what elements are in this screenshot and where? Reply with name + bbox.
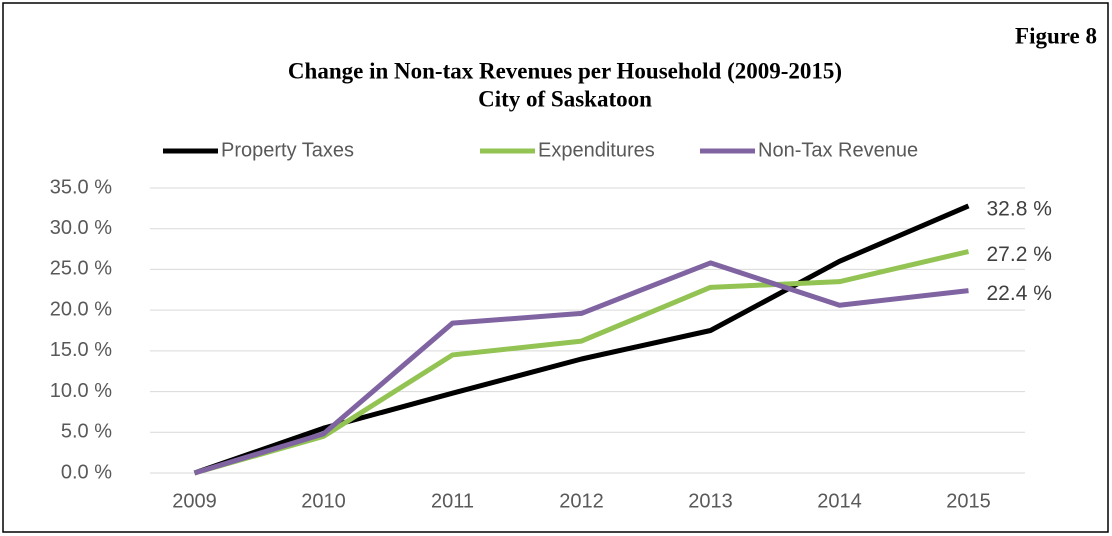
chart-title: Change in Non-tax Revenues per Household… bbox=[288, 58, 842, 83]
series-line bbox=[193, 260, 969, 476]
x-tick-label: 2013 bbox=[688, 490, 733, 512]
y-tick-label: 30.0 % bbox=[50, 217, 112, 239]
data-label: 22.4 % bbox=[987, 282, 1052, 305]
y-tick-label: 35.0 % bbox=[50, 176, 112, 198]
y-tick-label: 20.0 % bbox=[50, 298, 112, 320]
x-tick-label: 2012 bbox=[559, 490, 604, 512]
chart-subtitle: City of Saskatoon bbox=[478, 86, 652, 111]
y-tick-label: 5.0 % bbox=[61, 421, 112, 443]
y-tick-label: 10.0 % bbox=[50, 380, 112, 402]
y-tick-label: 25.0 % bbox=[50, 258, 112, 280]
legend-label: Expenditures bbox=[538, 139, 655, 161]
legend-label: Property Taxes bbox=[221, 139, 354, 161]
series-line bbox=[193, 203, 970, 476]
data-label: 32.8 % bbox=[987, 197, 1052, 220]
y-tick-label: 0.0 % bbox=[61, 461, 112, 483]
x-tick-label: 2010 bbox=[301, 490, 346, 512]
legend-label: Non-Tax Revenue bbox=[758, 139, 918, 161]
data-label: 27.2 % bbox=[987, 243, 1052, 266]
x-tick-label: 2011 bbox=[431, 490, 474, 512]
figure-label: Figure 8 bbox=[1015, 23, 1097, 48]
y-tick-label: 15.0 % bbox=[50, 339, 112, 361]
x-tick-label: 2014 bbox=[817, 490, 862, 512]
x-tick-label: 2015 bbox=[946, 490, 991, 512]
x-tick-label: 2009 bbox=[172, 490, 217, 512]
